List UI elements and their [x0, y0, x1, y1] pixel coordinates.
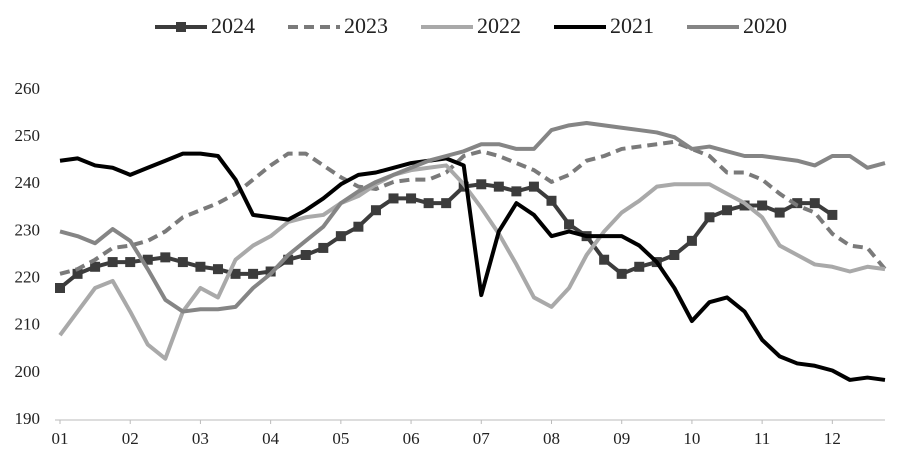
series-marker [248, 268, 259, 279]
x-tick-label: 08 [543, 429, 560, 448]
series-marker [300, 250, 311, 260]
series-marker [757, 200, 768, 211]
series-marker [809, 198, 820, 209]
y-tick-label: 250 [15, 126, 41, 145]
legend-label: 2023 [344, 13, 388, 38]
series-marker [669, 250, 680, 260]
legend-label: 2021 [610, 13, 654, 38]
series-marker [72, 268, 83, 279]
series-marker [177, 257, 188, 268]
legend-marker [176, 22, 186, 32]
series-marker [599, 254, 610, 265]
series-marker [441, 198, 452, 209]
x-tick-label: 03 [192, 429, 209, 448]
y-tick-label: 260 [15, 79, 41, 98]
series-marker [564, 219, 575, 230]
series-marker [55, 283, 65, 293]
y-tick-label: 210 [15, 315, 41, 334]
series-marker [704, 212, 715, 223]
series-marker [195, 261, 206, 272]
series-marker [107, 257, 118, 268]
series-marker [528, 181, 539, 192]
series-marker [142, 254, 153, 265]
series-marker [318, 242, 329, 253]
series-marker [634, 261, 645, 272]
series-line [59, 139, 887, 276]
x-tick-label: 12 [824, 429, 841, 448]
x-tick-label: 05 [332, 429, 349, 448]
series-line [59, 151, 886, 382]
series-marker [546, 195, 557, 206]
series-line [59, 121, 886, 314]
y-tick-label: 230 [15, 220, 41, 239]
series-line [58, 163, 886, 361]
series-marker [616, 268, 627, 279]
x-tick-label: 11 [754, 429, 770, 448]
y-tick-label: 240 [15, 173, 41, 192]
x-tick-label: 10 [683, 429, 700, 448]
series-marker [493, 181, 504, 192]
series-marker [212, 264, 223, 275]
x-tick-label: 04 [262, 429, 280, 448]
y-tick-label: 220 [15, 267, 41, 286]
series-marker [423, 198, 434, 209]
legend-label: 2020 [743, 13, 787, 38]
legend-label: 2024 [211, 13, 255, 38]
y-tick-label: 200 [15, 362, 41, 381]
series-marker [160, 252, 171, 263]
series-marker [90, 261, 101, 272]
series-marker [511, 186, 522, 197]
series-marker [827, 209, 838, 220]
y-tick-label: 190 [15, 409, 41, 428]
series-marker [370, 205, 381, 216]
x-tick-label: 07 [473, 429, 491, 448]
series-marker [406, 193, 417, 204]
series-marker [125, 257, 136, 268]
x-tick-label: 09 [613, 429, 630, 448]
series-marker [388, 193, 399, 204]
series-marker [230, 268, 241, 279]
series-marker [686, 235, 697, 246]
legend-label: 2022 [477, 13, 521, 38]
x-tick-label: 02 [122, 429, 139, 448]
x-tick-label: 06 [403, 429, 420, 448]
series-marker [353, 221, 364, 232]
series-marker [476, 179, 487, 190]
series-marker [283, 254, 294, 265]
series-marker [774, 207, 785, 218]
x-tick-label: 01 [52, 429, 69, 448]
series-marker [335, 231, 346, 242]
series-marker [722, 205, 733, 216]
